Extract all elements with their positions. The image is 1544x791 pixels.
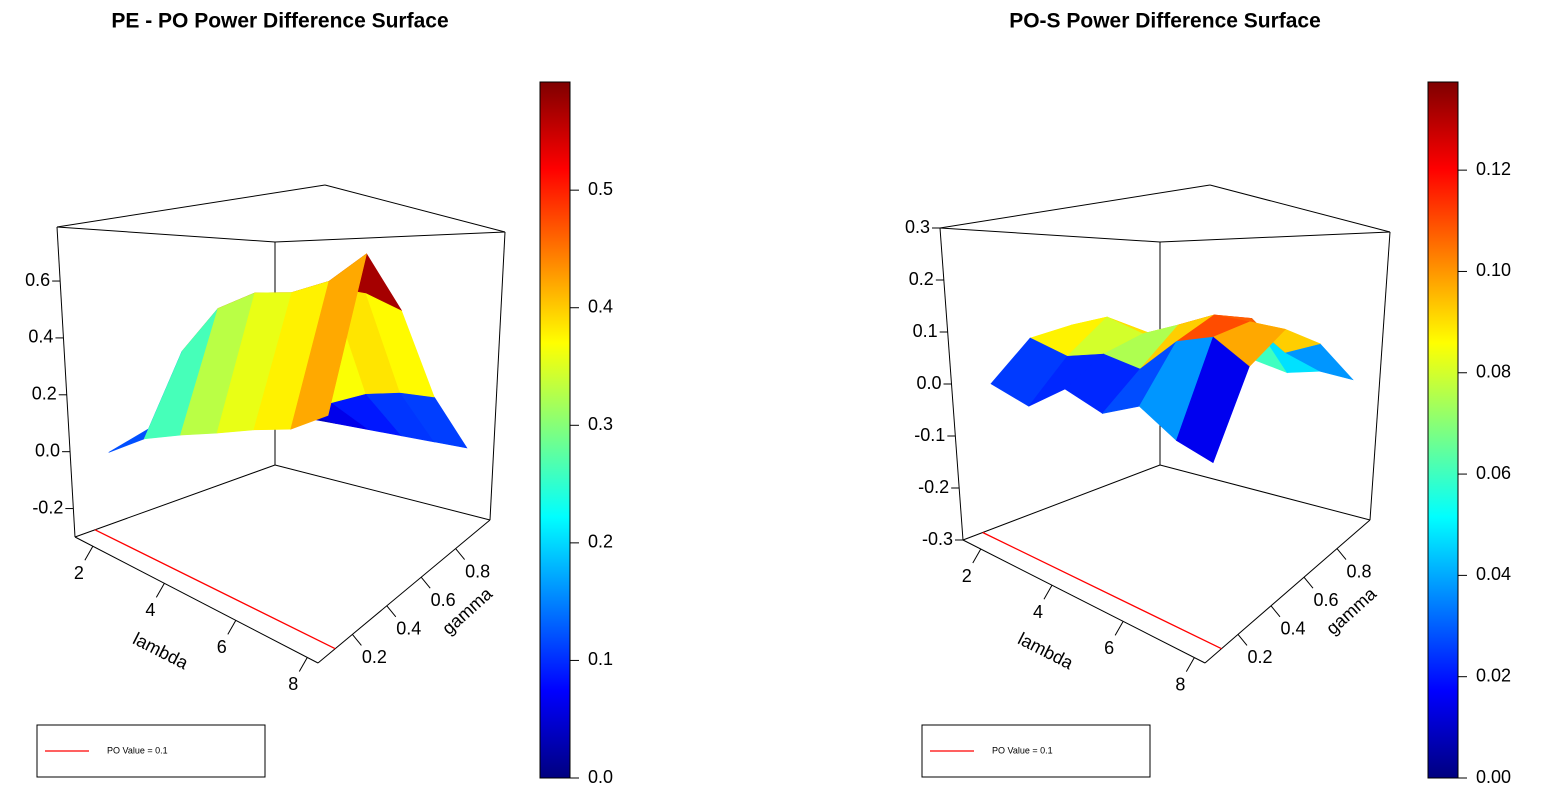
box-edge xyxy=(274,231,506,243)
x-tick-label: 2 xyxy=(74,563,84,583)
colorbar xyxy=(539,81,571,779)
y-tick xyxy=(455,548,465,560)
legend-label: PO Value = 0.1 xyxy=(107,745,168,755)
y-tick-label: 0.4 xyxy=(396,619,421,639)
box-edge xyxy=(489,231,506,521)
z-tick-label: 0.0 xyxy=(35,440,60,460)
z-tick-label: -0.3 xyxy=(922,529,953,549)
box-edge xyxy=(939,227,1161,243)
y-tick-label: 0.6 xyxy=(431,590,456,610)
z-tick-label: 0.2 xyxy=(909,269,934,289)
po-line xyxy=(94,529,336,650)
colorbar-tick-label: 0.4 xyxy=(588,296,613,316)
colorbar-tick-label: 0.5 xyxy=(588,179,613,199)
y-tick-label: 0.6 xyxy=(1313,590,1338,610)
po-line xyxy=(982,531,1222,650)
box-edge xyxy=(1159,231,1391,243)
y-tick xyxy=(1270,605,1281,618)
z-tick-label: 0.0 xyxy=(916,373,941,393)
box-edge xyxy=(1159,464,1371,521)
y-tick xyxy=(386,605,397,618)
x-tick-label: 4 xyxy=(1033,602,1043,622)
z-tick-label: 0.3 xyxy=(905,217,930,237)
x-tick xyxy=(227,620,237,635)
y-tick xyxy=(1336,548,1347,560)
surface-facet xyxy=(1176,336,1250,464)
colorbar-tick-label: 0.3 xyxy=(588,414,613,434)
y-tick-label: 0.8 xyxy=(465,561,490,581)
colorbar-tick-label: 0.04 xyxy=(1476,564,1511,584)
y-tick xyxy=(352,634,362,646)
chart-title: PE - PO Power Difference Surface xyxy=(111,10,448,33)
colorbar-tick-label: 0.10 xyxy=(1476,260,1511,280)
z-tick-label: -0.2 xyxy=(32,497,63,517)
colorbar-tick-label: 0.12 xyxy=(1476,159,1511,179)
x-tick-label: 6 xyxy=(217,637,227,657)
x-tick-label: 8 xyxy=(1175,674,1185,694)
box-edge xyxy=(324,184,506,233)
x-tick xyxy=(1114,621,1124,636)
x-axis-label: lambda xyxy=(1015,629,1078,674)
colorbar-tick-label: 0.2 xyxy=(588,532,613,552)
colorbar-tick-label: 0.02 xyxy=(1476,665,1511,685)
y-tick-label: 0.2 xyxy=(362,647,387,667)
box-edge xyxy=(1204,519,1371,664)
x-tick xyxy=(1043,584,1053,600)
box-edge xyxy=(56,226,76,538)
colorbar-tick-label: 0.0 xyxy=(588,767,613,787)
box-edge xyxy=(56,184,326,228)
box-edge xyxy=(939,184,1211,229)
colorbar-tick-label: 0.06 xyxy=(1476,463,1511,483)
y-tick xyxy=(420,576,431,589)
z-tick-label: -0.2 xyxy=(918,477,949,497)
x-tick-label: 8 xyxy=(288,674,298,694)
x-tick-label: 2 xyxy=(962,566,972,586)
colorbar-tick-label: 0.08 xyxy=(1476,362,1511,382)
z-tick-label: 0.1 xyxy=(913,321,938,341)
colorbar-tick-label: 0.00 xyxy=(1476,767,1511,787)
x-tick xyxy=(298,657,308,672)
box-edge xyxy=(56,226,276,243)
x-tick xyxy=(155,583,165,598)
box-edge xyxy=(1209,184,1391,233)
box-edge xyxy=(74,536,319,664)
box-edge xyxy=(317,519,491,664)
x-axis-label: lambda xyxy=(130,629,193,674)
y-tick-label: 0.4 xyxy=(1280,619,1305,639)
x-tick xyxy=(972,548,982,564)
y-tick xyxy=(1237,634,1248,646)
x-tick-label: 6 xyxy=(1104,638,1114,658)
chart-title: PO-S Power Difference Surface xyxy=(1009,10,1321,33)
y-tick-label: 0.8 xyxy=(1346,561,1371,581)
y-tick-label: 0.2 xyxy=(1247,647,1272,667)
x-tick-label: 4 xyxy=(145,600,155,620)
colorbar-tick-label: 0.1 xyxy=(588,649,613,669)
z-tick-label: 0.6 xyxy=(25,270,50,290)
box-edge xyxy=(74,464,276,538)
y-tick xyxy=(1303,576,1314,589)
x-tick xyxy=(84,546,94,561)
surface-facet xyxy=(290,253,368,430)
z-tick-label: -0.1 xyxy=(914,425,945,445)
box-edge xyxy=(962,539,1206,664)
colorbar xyxy=(1427,81,1459,779)
z-tick-label: 0.4 xyxy=(28,327,53,347)
legend-label: PO Value = 0.1 xyxy=(992,745,1053,755)
box-edge xyxy=(962,464,1161,541)
x-tick xyxy=(1185,657,1195,672)
z-tick-label: 0.2 xyxy=(32,384,57,404)
box-edge xyxy=(274,464,491,521)
box-edge xyxy=(1369,231,1391,521)
